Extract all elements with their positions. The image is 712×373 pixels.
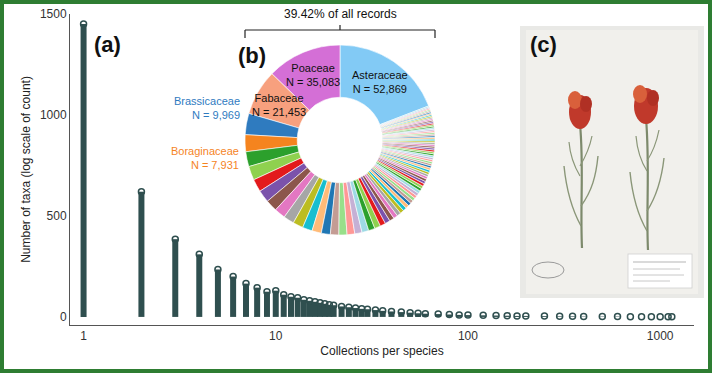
- svg-text:(b): (b): [238, 43, 266, 68]
- svg-text:BrassicaceaeN = 9,969: BrassicaceaeN = 9,969: [174, 95, 240, 121]
- svg-text:Number of taxa (log scale of c: Number of taxa (log scale of count): [19, 76, 33, 263]
- html-text:(c): (c): [530, 32, 557, 57]
- svg-text:0: 0: [60, 310, 67, 324]
- svg-text:1000: 1000: [647, 329, 674, 343]
- svg-text:1: 1: [80, 329, 87, 343]
- svg-text:PoaceaeN = 35,083: PoaceaeN = 35,083: [286, 62, 340, 88]
- svg-text:AsteraceaeN = 52,869: AsteraceaeN = 52,869: [352, 69, 408, 95]
- svg-text:10: 10: [269, 329, 283, 343]
- svg-text:FabaceaeN = 21,453: FabaceaeN = 21,453: [252, 92, 306, 118]
- svg-text:1000: 1000: [40, 108, 67, 122]
- svg-text:Collections per species: Collections per species: [320, 344, 443, 358]
- svg-text:39.42% of all records: 39.42% of all records: [284, 7, 397, 21]
- svg-text:500: 500: [47, 209, 67, 223]
- svg-text:1500: 1500: [40, 7, 67, 21]
- svg-text:100: 100: [458, 329, 478, 343]
- svg-text:BoraginaceaeN = 7,931: BoraginaceaeN = 7,931: [171, 145, 239, 171]
- svg-text:(a): (a): [94, 32, 121, 57]
